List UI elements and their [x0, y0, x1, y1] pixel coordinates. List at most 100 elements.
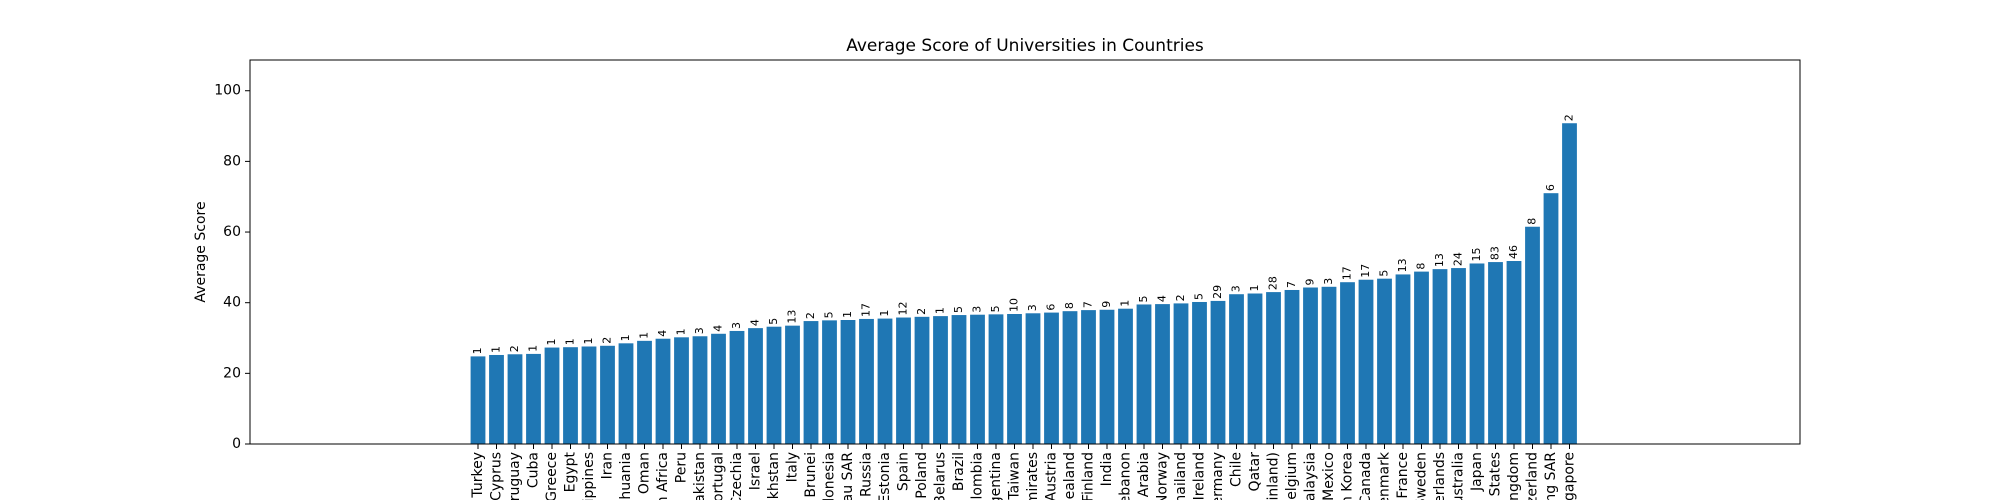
bar-label: 9	[1304, 279, 1317, 286]
plot-frame	[249, 59, 1801, 445]
x-tick-label: Macau SAR	[840, 452, 856, 500]
bar-label: 8	[1063, 302, 1076, 309]
bar-label: 5	[1378, 270, 1391, 277]
bar-label: 8	[1526, 218, 1539, 225]
x-tick-label: United States	[1488, 452, 1504, 500]
bar	[507, 354, 523, 444]
bar	[692, 336, 708, 444]
bar-label: 1	[527, 345, 540, 352]
y-tick-label: 80	[223, 153, 241, 169]
bar-label: 5	[952, 306, 965, 313]
bar	[674, 337, 689, 444]
bar-label: 1	[841, 311, 854, 318]
bar	[914, 316, 930, 444]
bar	[470, 356, 486, 444]
bar	[1136, 304, 1152, 444]
x-tick-label: Canada	[1358, 452, 1374, 500]
bar	[785, 325, 800, 444]
bar	[563, 347, 578, 444]
x-tick-label: Japan	[1469, 452, 1485, 492]
x-tick-label: Taiwan	[1007, 452, 1023, 500]
x-tick-label: Mexico	[1321, 452, 1337, 500]
bar	[526, 353, 541, 444]
bar	[1062, 311, 1078, 444]
bar	[1340, 282, 1355, 444]
bar-label: 7	[1082, 301, 1095, 308]
x-tick-label: Brunei	[803, 452, 819, 498]
bar-label: 3	[730, 322, 743, 329]
bar	[1525, 226, 1540, 444]
bar-label: 17	[1341, 266, 1354, 280]
x-tick-label: Israel	[748, 452, 764, 490]
bar-label: 5	[767, 318, 780, 325]
bar	[1173, 303, 1189, 444]
x-tick-label: Portugal	[711, 452, 727, 500]
x-tick-label: Netherlands	[1432, 452, 1448, 500]
bar-label: 7	[1285, 281, 1298, 288]
bar	[729, 330, 745, 444]
bar-label: 1	[1248, 285, 1261, 292]
x-tick-label: Uruguay	[507, 452, 523, 500]
bar	[1266, 292, 1281, 444]
x-tick-label: Austria	[1044, 452, 1060, 500]
bar	[1395, 274, 1411, 444]
bar-label: 5	[1193, 293, 1206, 300]
bar	[637, 340, 652, 444]
bar-label: 10	[1008, 298, 1021, 312]
x-tick-label: Greece	[544, 452, 560, 500]
bar	[1044, 312, 1059, 444]
bar-label: 2	[915, 308, 928, 315]
bar	[1506, 261, 1522, 444]
bar	[1192, 301, 1207, 444]
bar	[896, 317, 911, 444]
x-tick-label: India	[1099, 452, 1115, 486]
bar	[970, 314, 985, 444]
x-tick-label: New Zealand	[1062, 452, 1078, 500]
x-tick-label: Belarus	[933, 452, 949, 500]
bar	[840, 320, 856, 444]
bar	[766, 326, 782, 444]
x-tick-label: Sweden	[1414, 452, 1430, 500]
bar	[711, 333, 726, 444]
x-tick-label: Thailand	[1173, 452, 1189, 500]
bar	[1099, 309, 1115, 444]
bar-label: 2	[1174, 294, 1187, 301]
x-tick-label: Belgium	[1284, 452, 1300, 500]
bar	[859, 318, 874, 444]
bar	[1007, 313, 1022, 444]
x-tick-label: Australia	[1451, 452, 1467, 500]
x-tick-label: Singapore	[1562, 452, 1578, 500]
x-tick-label: Brazil	[951, 452, 967, 491]
y-tick-label: 20	[223, 365, 241, 381]
bar	[1284, 289, 1300, 444]
bar-label: 13	[1433, 253, 1446, 267]
bar	[1451, 268, 1466, 444]
bar-label: 46	[1507, 245, 1520, 259]
bar-label: 4	[656, 330, 669, 337]
bar-label: 1	[545, 339, 558, 346]
x-tick-label: Hong Kong SAR	[1543, 452, 1559, 500]
y-tick-label: 60	[223, 224, 241, 240]
x-tick-label: Czechia	[729, 452, 745, 500]
y-tick-label: 40	[223, 295, 241, 311]
bar	[748, 328, 763, 444]
bar-label: 1	[471, 347, 484, 354]
bar-label: 3	[1322, 278, 1335, 285]
y-tick-label: 100	[214, 83, 241, 99]
bar	[1321, 286, 1337, 444]
bar-label: 6	[1544, 184, 1557, 191]
bar-label: 13	[1396, 258, 1409, 272]
bar	[877, 318, 893, 444]
bar	[1414, 271, 1429, 444]
bar-label: 8	[1415, 263, 1428, 270]
x-tick-label: Spain	[896, 452, 912, 491]
bar	[1562, 123, 1577, 444]
bar-label: 6	[1045, 304, 1058, 311]
x-tick-label: Estonia	[877, 452, 893, 500]
y-tick-label: 0	[232, 436, 241, 452]
bar	[544, 347, 560, 444]
x-tick-label: Poland	[914, 452, 930, 499]
bar-label: 3	[1026, 304, 1039, 311]
bar-label: 2	[508, 345, 521, 352]
bar-label: 1	[582, 337, 595, 344]
